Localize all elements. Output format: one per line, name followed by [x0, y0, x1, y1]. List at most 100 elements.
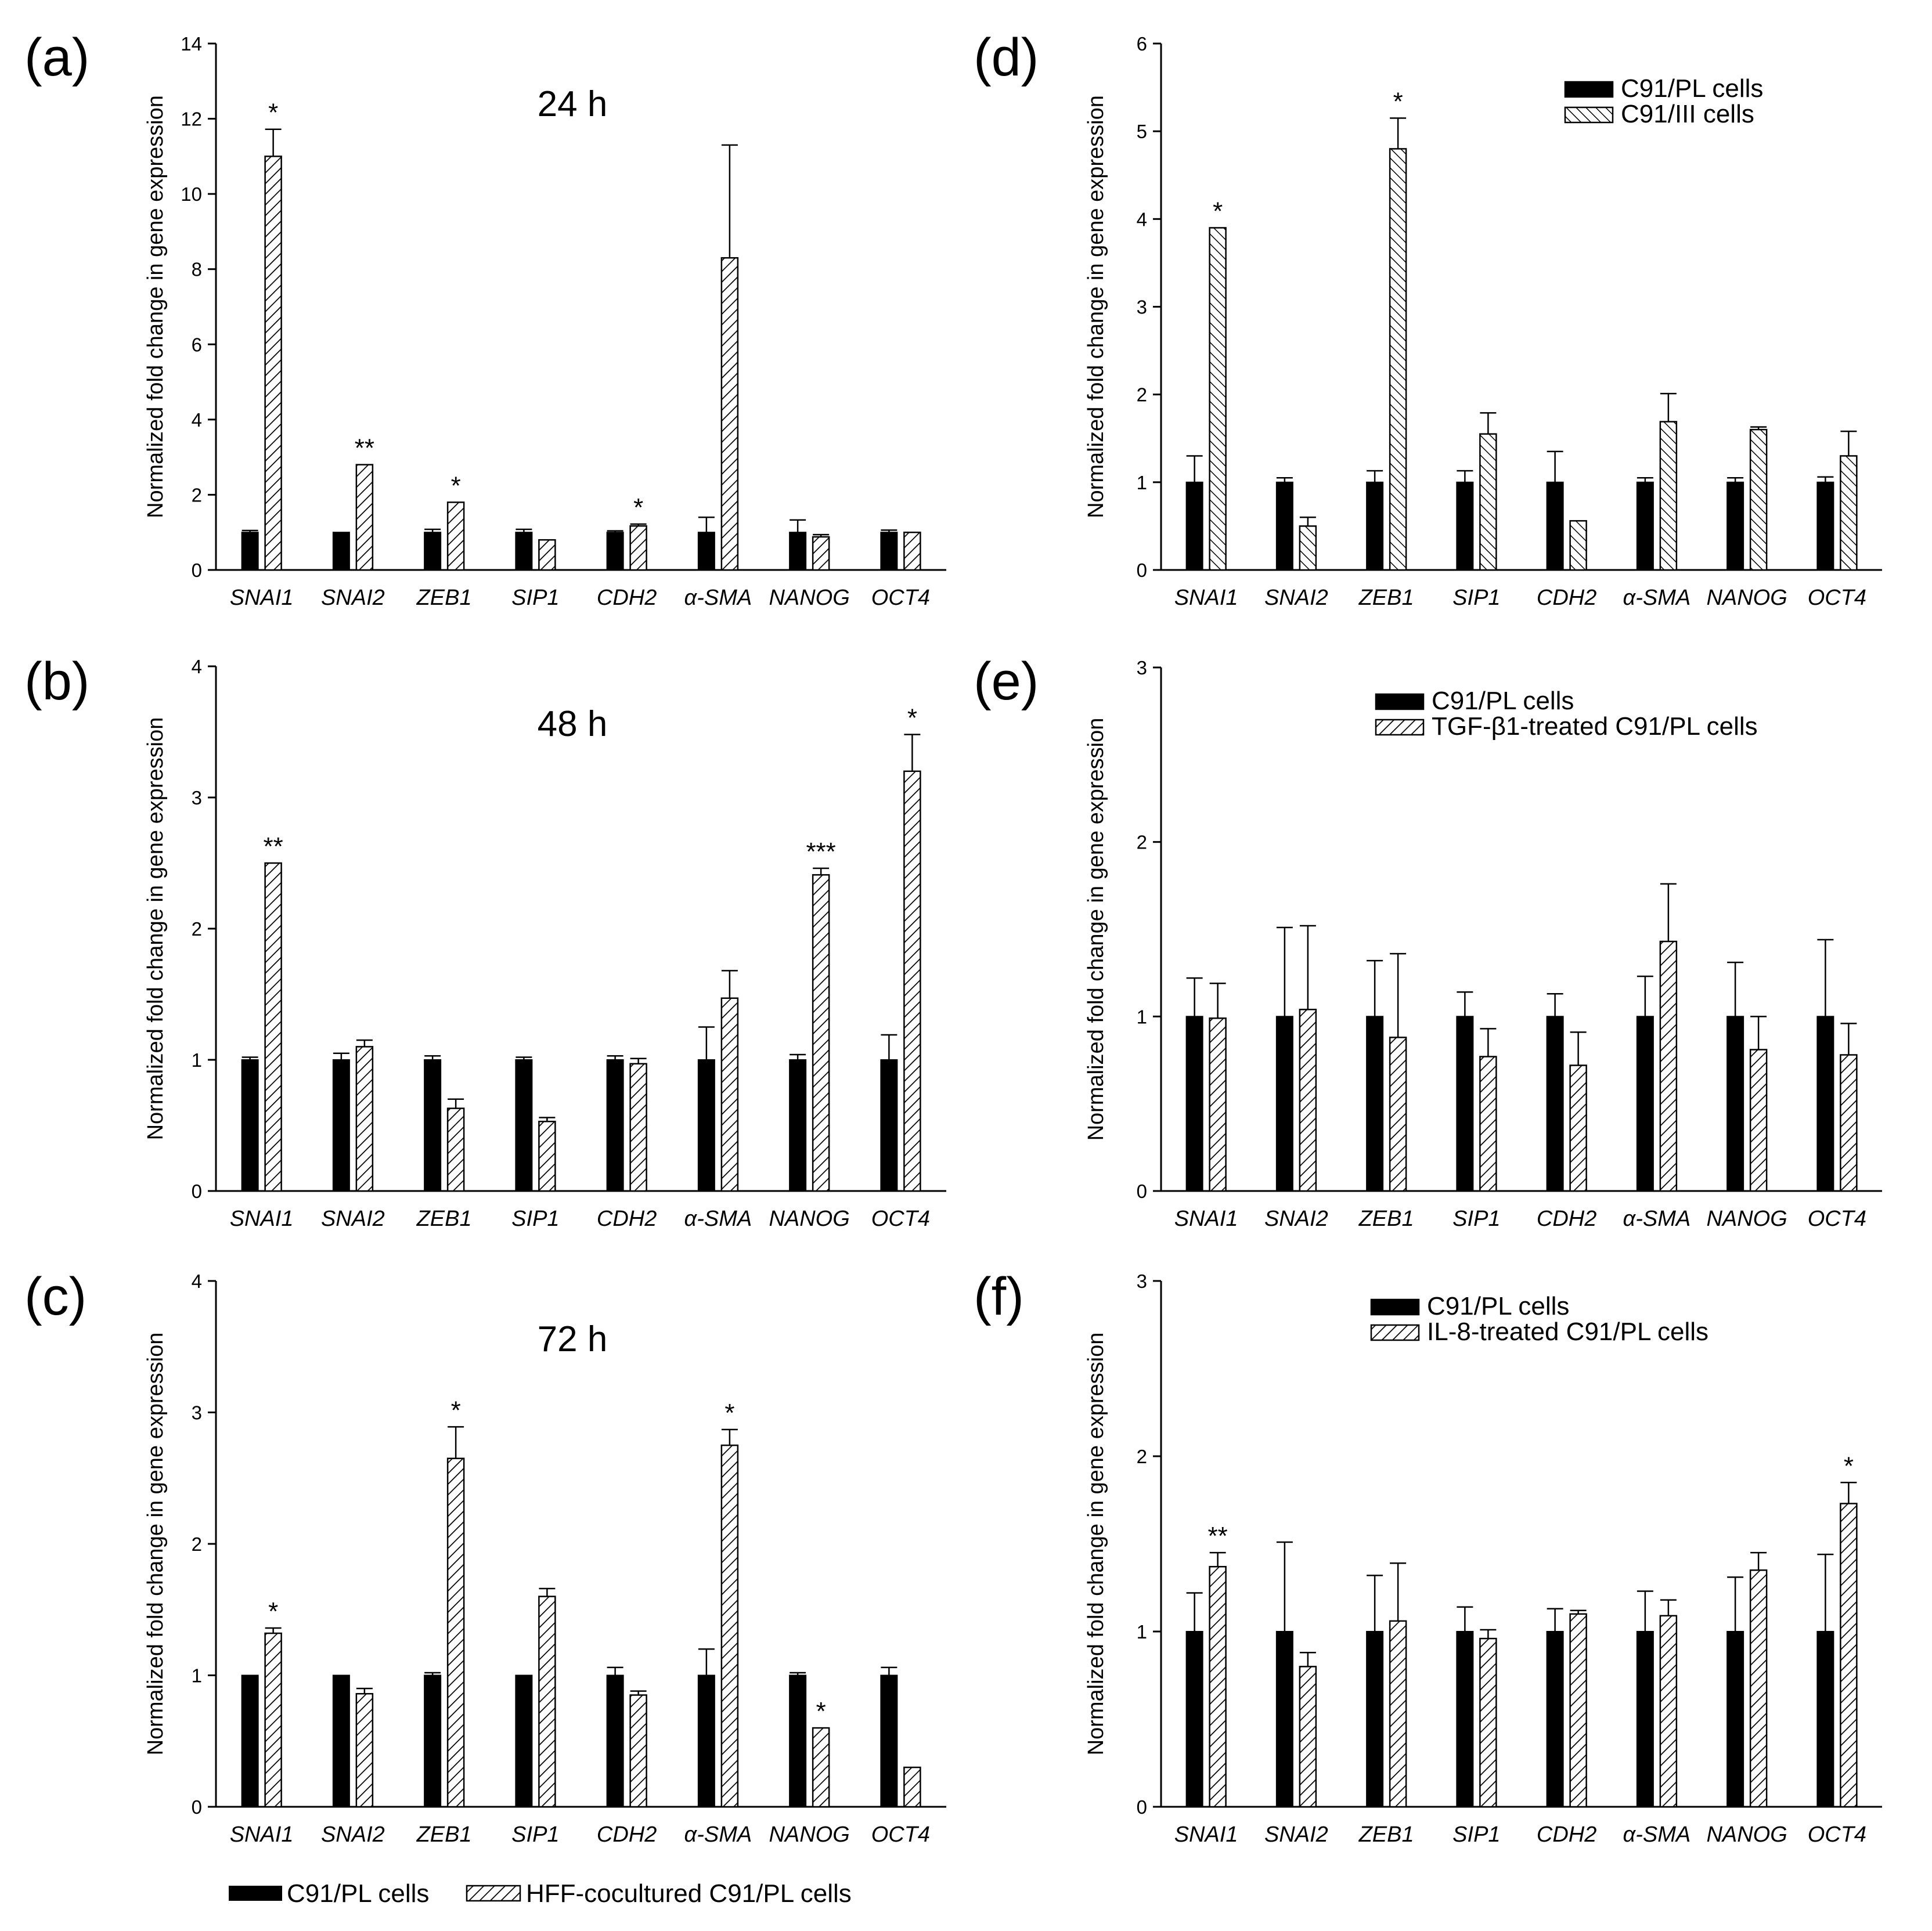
- bar-series-2: [903, 531, 921, 571]
- category-label: OCT4: [1808, 1207, 1866, 1231]
- y-tick-label: 12: [181, 109, 202, 130]
- category-label: OCT4: [1808, 1822, 1866, 1847]
- significance-marker: *: [268, 1597, 278, 1626]
- category-label: SNAI1: [1174, 1822, 1238, 1847]
- bar-series-2: [1389, 1620, 1407, 1808]
- y-tick-label: 1: [1137, 472, 1147, 493]
- significance-marker: *: [724, 1399, 734, 1427]
- category-label: SIP1: [1452, 1822, 1500, 1847]
- bar-series-2: [1479, 1637, 1497, 1808]
- bar-series-1: [332, 532, 350, 571]
- bar-series-2: [812, 874, 830, 1192]
- bar-series-2: [1479, 433, 1497, 571]
- panel-label: (c): [24, 1267, 86, 1326]
- bar-series-1: [1726, 1016, 1744, 1192]
- category-label: α-SMA: [1623, 1207, 1691, 1231]
- legend-swatch: [1375, 693, 1425, 710]
- bar-series-1: [1816, 481, 1834, 571]
- panel-label: (f): [974, 1267, 1024, 1326]
- y-tick-label: 2: [192, 918, 202, 940]
- bar-series-2: [629, 1694, 647, 1808]
- y-tick-label: 8: [192, 259, 202, 280]
- panel-label: (b): [24, 652, 89, 711]
- y-axis-label: Normalized fold change in gene expressio…: [1084, 1333, 1108, 1756]
- category-label: α-SMA: [1623, 1822, 1691, 1847]
- bar-series-1: [606, 1059, 624, 1192]
- panel-label: (e): [974, 652, 1039, 711]
- significance-marker: *: [1844, 1452, 1854, 1480]
- bar-series-2: [1389, 1037, 1407, 1192]
- bar-series-1: [1546, 481, 1564, 571]
- y-tick-label: 4: [192, 1271, 202, 1292]
- bar-series-2: [1569, 1064, 1587, 1192]
- bottom-legend-label-2: HFF-cocultured C91/PL cells: [526, 1879, 852, 1908]
- y-tick-label: 3: [192, 1402, 202, 1424]
- category-label: SIP1: [511, 586, 559, 610]
- bar-series-1: [424, 1059, 442, 1192]
- bar-series-1: [1456, 1016, 1474, 1192]
- y-tick-label: 2: [1137, 832, 1147, 853]
- legend-label: TGF-β1-treated C91/PL cells: [1432, 712, 1758, 741]
- category-label: SNAI2: [1264, 1822, 1328, 1847]
- y-tick-label: 1: [1137, 1621, 1147, 1643]
- significance-marker: *: [268, 99, 278, 127]
- bar-series-1: [1546, 1631, 1564, 1807]
- panel-label: (d): [974, 28, 1039, 87]
- y-tick-label: 1: [192, 1049, 202, 1071]
- significance-marker: *: [1393, 87, 1403, 116]
- category-label: SNAI1: [1174, 1207, 1238, 1231]
- bar-series-2: [1659, 940, 1678, 1192]
- y-axis-label: Normalized fold change in gene expressio…: [143, 95, 168, 518]
- significance-marker: *: [907, 704, 917, 732]
- bottom-legend-label-1: C91/PL cells: [287, 1879, 429, 1908]
- bar-series-1: [1456, 1631, 1474, 1807]
- category-label: ZEB1: [1358, 1822, 1414, 1847]
- bar-series-1: [515, 532, 533, 571]
- bar-series-1: [1636, 1016, 1654, 1192]
- bar-series-2: [629, 1063, 647, 1192]
- bar-series-2: [1209, 1566, 1227, 1808]
- bar-series-2: [1749, 1569, 1768, 1808]
- bar-series-2: [1209, 227, 1227, 571]
- category-label: ZEB1: [1358, 1207, 1414, 1231]
- significance-marker: **: [1208, 1522, 1228, 1550]
- category-label: NANOG: [1706, 1207, 1787, 1231]
- panel-title: 24 h: [538, 84, 608, 124]
- category-label: SNAI1: [230, 1822, 294, 1847]
- bottom-legend-swatch-2: [466, 1885, 521, 1902]
- legend-swatch: [1564, 106, 1614, 124]
- bottom-legend-swatch-1: [229, 1886, 282, 1901]
- panel-b: (b) 48 h 0 1 2 3 4 Normalized fold change in ge…: [24, 652, 946, 1231]
- bar-series-2: [720, 997, 739, 1192]
- bar-series-2: [903, 770, 921, 1192]
- bar-series-2: [538, 1120, 556, 1192]
- y-tick-label: 0: [192, 560, 202, 581]
- bar-series-2: [355, 1046, 374, 1192]
- category-label: OCT4: [871, 1822, 930, 1847]
- bar-series-2: [446, 1107, 465, 1192]
- significance-marker: *: [633, 493, 643, 522]
- y-tick-label: 1: [1137, 1006, 1147, 1027]
- bar-series-2: [355, 1692, 374, 1808]
- bar-series-1: [1275, 481, 1293, 571]
- significance-marker: ***: [806, 838, 835, 866]
- legend-label: C91/PL cells: [1621, 74, 1763, 103]
- bar-series-2: [264, 862, 282, 1192]
- bottom-legend: C91/PL cells HFF-cocultured C91/PL cells: [229, 1879, 852, 1908]
- y-tick-label: 3: [1137, 1271, 1147, 1292]
- category-label: SNAI2: [321, 1207, 385, 1231]
- bar-series-2: [812, 1727, 830, 1808]
- significance-marker: **: [264, 832, 283, 861]
- bar-series-1: [1185, 1016, 1203, 1192]
- category-label: SNAI2: [1264, 1207, 1328, 1231]
- y-tick-label: 0: [192, 1796, 202, 1818]
- bar-series-2: [1569, 1613, 1587, 1808]
- bar-series-1: [1636, 481, 1654, 571]
- category-label: CDH2: [597, 1207, 657, 1231]
- category-label: NANOG: [769, 586, 849, 610]
- bar-series-2: [264, 156, 282, 571]
- y-axis-label: Normalized fold change in gene expressio…: [1084, 718, 1108, 1141]
- y-tick-label: 10: [181, 183, 202, 205]
